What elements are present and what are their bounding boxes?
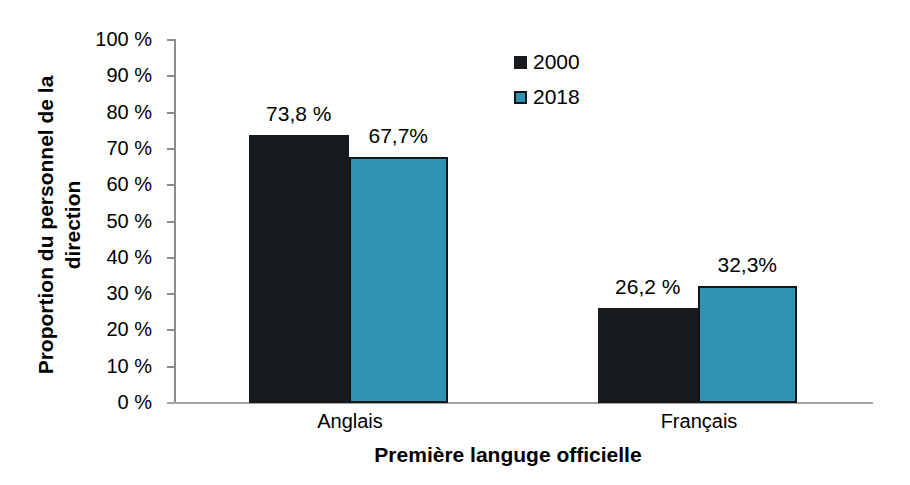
- y-tick-label-90: 90 %: [88, 64, 152, 87]
- bar-2018-anglais: [349, 157, 449, 403]
- bar-2018-francais: [698, 286, 798, 403]
- legend-item-2000: 2000: [514, 50, 580, 74]
- y-axis-title: Proportion du personnel de la direction: [32, 20, 86, 430]
- y-tick-label-30: 30 %: [88, 282, 152, 305]
- y-axis-title-line1: Proportion du personnel de la: [32, 20, 59, 430]
- y-tick-label-70: 70 %: [88, 137, 152, 160]
- y-tick-label-80: 80 %: [88, 101, 152, 124]
- category-label-anglais: Anglais: [317, 410, 383, 433]
- y-tick-label-60: 60 %: [88, 173, 152, 196]
- x-axis-title: Première languge officielle: [155, 443, 861, 467]
- legend-swatch-2000: [514, 56, 527, 69]
- legend: 2000 2018: [514, 50, 580, 109]
- legend-label-2000: 2000: [533, 50, 580, 74]
- y-tick-label-0: 0 %: [88, 391, 152, 414]
- y-tick-label-50: 50 %: [88, 210, 152, 233]
- data-label-2018-francais: 32,3%: [717, 253, 777, 277]
- bar-2000-francais: [598, 308, 698, 403]
- legend-swatch-2018: [514, 91, 527, 104]
- y-tick-label-10: 10 %: [88, 355, 152, 378]
- category-label-francais: Français: [661, 410, 738, 433]
- y-tick-label-40: 40 %: [88, 246, 152, 269]
- data-label-2018-anglais: 67,7%: [368, 124, 428, 148]
- bar-2000-anglais: [249, 135, 349, 403]
- legend-item-2018: 2018: [514, 85, 580, 109]
- data-label-2000-anglais: 73,8 %: [266, 102, 331, 126]
- y-tick-label-100: 100 %: [88, 28, 152, 51]
- y-axis-line: [174, 39, 176, 404]
- y-axis-title-line2: direction: [59, 20, 86, 430]
- data-label-2000-francais: 26,2 %: [615, 275, 680, 299]
- y-tick-label-20: 20 %: [88, 318, 152, 341]
- legend-label-2018: 2018: [533, 85, 580, 109]
- bar-chart: Proportion du personnel de la direction …: [0, 0, 910, 485]
